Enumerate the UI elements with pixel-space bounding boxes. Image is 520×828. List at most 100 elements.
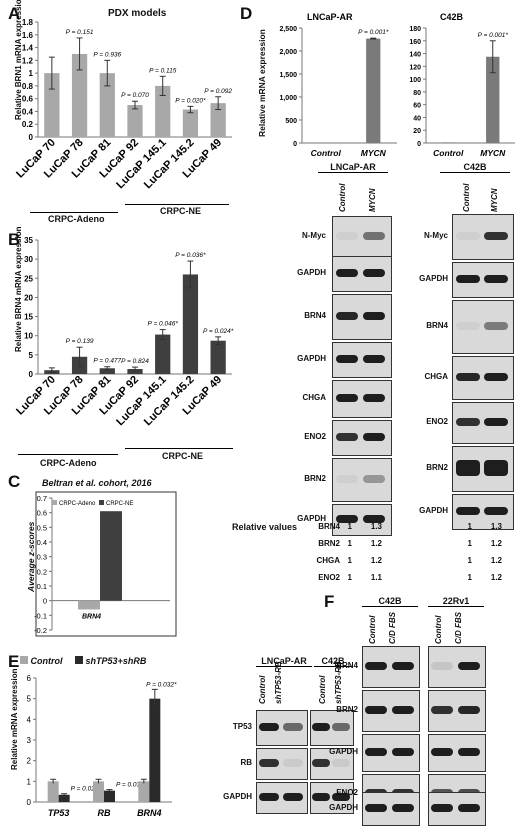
column-label-control: Control [318,675,327,704]
column-label-control: Control [258,675,267,704]
protein-band [283,759,303,767]
row-label-gapdh: GAPDH [297,514,326,523]
protein-band [431,804,453,812]
protein-band [332,759,350,767]
column-label-cd-fbs: C/D FBS [388,612,397,644]
x-tick-label: MYCN [361,148,387,158]
p-value-label: P = 0.477 [93,358,121,365]
protein-band [456,460,480,476]
protein-band [283,793,303,801]
p-value-label: P = 0.036* [175,252,206,259]
y-tick-label: 25 [24,274,33,283]
protein-band [365,662,387,670]
protein-band [312,723,330,731]
protein-band [458,662,480,670]
protein-band [365,706,387,714]
y-tick-label: 2,000 [279,49,297,56]
y-tick-label: 5 [27,695,32,704]
protein-band [365,748,387,756]
relvalue: 1.2 [370,539,382,548]
protein-band [332,723,350,731]
protein-band [336,394,358,402]
relvalue: 1.2 [490,539,502,548]
bar [210,340,226,374]
y-tick-label: 1.8 [22,18,34,27]
relative-values-label: Relative values [232,522,298,532]
column-label-mycn: MYCN [368,188,377,212]
protein-band [363,433,385,441]
chart-title: LNCaP-AR [307,12,353,22]
panel-label-b: B [8,230,21,249]
legend-label: CRPC-Adeno [59,501,96,507]
panel-a-title: PDX models [108,8,167,19]
protein-band [456,507,480,515]
p-value-label: P = 0.020* [175,97,206,104]
row-label-gapdh: GAPDH [223,792,252,801]
column-label-control: Control [368,615,377,644]
y-tick-label: 0 [29,133,34,142]
blot-e-title-c42b: C42B [314,656,352,667]
y-tick-label: 1,000 [279,95,297,102]
protein-band [363,475,385,483]
y-tick-label: 1 [27,777,32,786]
panel-a-group-ne: CRPC-NE [160,206,202,216]
bar [149,698,161,802]
row-label-chga: CHGA [302,393,326,402]
panel-b-group-adeno: CRPC-Adeno [40,458,97,468]
row-label-brn4: BRN4 [336,661,358,670]
y-tick-label: 0.5 [37,523,47,532]
row-label-gapdh: GAPDH [329,747,358,756]
y-tick-label: 100 [409,77,421,84]
y-tick-label: 500 [285,118,297,125]
y-tick-label: 0 [293,141,297,148]
protein-band [392,706,414,714]
panel-label-e: E [8,652,20,671]
panel-d-chart-c42b: 0 20 40 60 80 100 120 140 160 180 Control P = 0.001… [409,12,515,158]
blot-e-title-lncap: LNCaP-AR [256,656,312,667]
bar [127,369,143,374]
y-tick-label: 2,500 [279,26,297,33]
y-tick-label: 5 [29,351,34,360]
row-label-brn4: BRN4 [426,321,448,330]
bar [99,368,115,374]
relvalue: 1 [467,522,472,531]
protein-band [363,269,385,277]
panel-label-a: A [8,4,21,23]
panel-label-c: C [8,472,21,491]
y-tick-label: 15 [24,313,33,322]
p-value-label: P = 0.139 [66,338,94,345]
protein-band [456,322,480,330]
p-value-label: P = 0.024* [203,328,234,335]
row-label-gapdh: GAPDH [419,274,448,283]
relvalue: 1 [347,556,352,565]
y-tick-label: 0.6 [37,509,47,518]
bar [366,38,381,143]
y-tick-label: 35 [24,236,33,245]
p-value-label: P = 0.115 [149,67,177,74]
bar [318,142,333,144]
y-tick-label: 0 [417,141,421,148]
y-tick-label: 120 [409,64,421,71]
p-value-label: P = 0.092 [204,88,232,95]
protein-band [283,723,303,731]
protein-band [336,515,358,523]
p-value-label: P = 0.936 [93,51,121,58]
y-tick-label: 160 [409,39,421,46]
x-tick-label: TP53 [48,808,70,818]
protein-band [456,373,480,381]
column-label-control: Control [434,615,443,644]
y-tick-label: 0.3 [37,553,47,562]
protein-band [484,460,508,476]
blot-d-left-title: LNCaP-AR [318,162,388,173]
p-value-label: P = 0.001* [478,32,509,39]
protein-band [484,507,508,515]
protein-band [336,355,358,363]
panel-e-legend: Control shTP53+shRB [20,656,146,666]
y-tick-label: 0 [43,597,47,606]
relvalue: 1 [467,539,472,548]
relvalue: 1 [347,539,352,548]
row-label-eno2: ENO2 [336,788,358,797]
chart-title: C42B [440,12,464,22]
